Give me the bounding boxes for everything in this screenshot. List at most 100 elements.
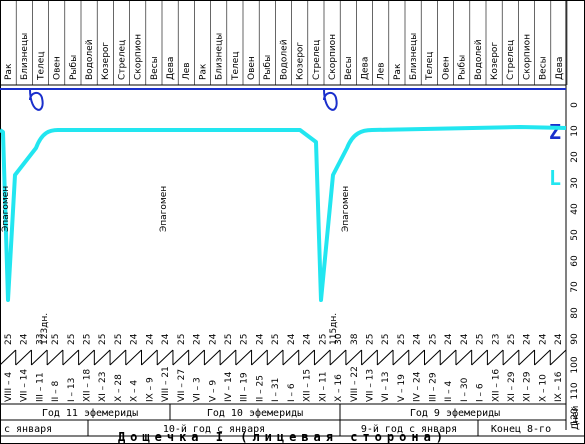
zigzag-stroke: [502, 349, 520, 366]
sign-label: Овен: [441, 56, 451, 80]
sign-label: Козерог: [490, 42, 500, 80]
day-count: 24: [161, 333, 171, 345]
day-count: 25: [381, 334, 391, 345]
sign-label: Лев: [182, 62, 192, 80]
date-label: XII – 18: [82, 369, 92, 402]
sign-label: Телец: [425, 52, 435, 81]
zigzag-stroke: [424, 349, 441, 366]
zigzag-stroke: [93, 349, 111, 366]
footer-caption: Дощечка I (лицевая сторона): [118, 430, 448, 444]
day-count: 38: [350, 333, 360, 345]
date-label: XII – 15: [303, 369, 313, 402]
zodiac-sign-row: Рак Близнецы Телец Овен Рыбы Водолей Козерог Ст…: [4, 33, 565, 81]
day-count: 33: [35, 334, 45, 345]
z-label: Z: [549, 120, 561, 144]
scale-tick: 60: [570, 255, 580, 267]
civil-band-3: 9-й год с января: [361, 423, 457, 435]
zigzag-stroke: [156, 349, 174, 366]
zigzag-stroke: [455, 349, 473, 366]
zigzag-stroke: [31, 349, 48, 366]
date-label: X – 4: [130, 380, 140, 402]
zigzag-stroke: [392, 349, 410, 366]
day-count: 24: [554, 333, 564, 345]
sign-label: Рак: [4, 63, 14, 80]
day-count: 25: [507, 334, 517, 345]
date-label: IV – 14: [224, 371, 234, 402]
date-label: XI – 29: [523, 371, 533, 402]
day-count: 25: [365, 334, 375, 345]
day-count: 24: [193, 333, 203, 345]
day-count: 24: [413, 333, 423, 345]
scale-tick: 120: [570, 408, 580, 425]
date-label: IV – 24: [413, 371, 423, 402]
date-label: IX – 9: [145, 377, 155, 402]
zigzag-stroke: [188, 349, 205, 366]
date-label: II – 4: [444, 380, 454, 402]
date-label: IX – 16: [554, 371, 564, 402]
sign-label: Весы: [539, 56, 549, 80]
day-count: 25: [476, 334, 486, 345]
zigzag-stroke: [549, 349, 567, 366]
day-count: 25: [397, 334, 407, 345]
date-label: III – 29: [428, 372, 438, 402]
day-count: 24: [255, 333, 265, 345]
zigzag-stroke: [439, 349, 457, 366]
zigzag-stroke: [235, 349, 252, 366]
day-count: 25: [271, 334, 281, 345]
zigzag-stroke: [361, 349, 378, 366]
sign-label: Стрелец: [506, 40, 516, 80]
sign-label: Стрелец: [117, 40, 127, 80]
date-label: I – 6: [476, 383, 486, 402]
civil-band-1: с января: [4, 424, 52, 435]
day-count: 25: [67, 334, 77, 345]
days-note-1: 123дн.: [40, 313, 50, 345]
zigzag-stroke: [408, 349, 425, 366]
sign-label: Овен: [247, 56, 257, 80]
sign-label: Водолей: [474, 39, 484, 80]
day-count: 24: [444, 333, 454, 345]
zigzag-stroke: [282, 349, 300, 366]
sign-label: Весы: [150, 56, 160, 80]
sign-label: Близнецы: [215, 33, 225, 80]
date-label: VII – 27: [177, 369, 187, 402]
ephemeris-band-2: Год 10 эфемериды: [207, 407, 303, 419]
scale-tick: 30: [570, 177, 580, 189]
scale-tick: 40: [570, 203, 580, 215]
date-label: I – 6: [287, 383, 297, 402]
sign-label: Скорпион: [134, 34, 144, 80]
sign-label: Рыбы: [458, 55, 468, 80]
scale-tick: 90: [570, 333, 580, 345]
scale-tick: 80: [570, 307, 580, 319]
z-loop-1: [29, 88, 44, 111]
sign-label: Телец: [231, 52, 241, 81]
column-grid: [0, 0, 568, 85]
date-label: II – 8: [51, 380, 61, 402]
date-label: X – 16: [334, 374, 344, 402]
date-label: III – 19: [240, 372, 250, 402]
sign-label: Овен: [53, 56, 63, 80]
sign-label: Скорпион: [328, 34, 338, 80]
day-count: 24: [145, 333, 155, 345]
date-label: I – 31: [271, 378, 281, 402]
sign-label: Рыбы: [69, 55, 79, 80]
civil-band-2: 10-й год с января: [163, 423, 265, 435]
days-note-2: 115дн.: [329, 313, 339, 345]
day-count: 25: [114, 334, 124, 345]
date-label: V – 9: [208, 380, 218, 402]
date-label: VII – 14: [20, 369, 30, 402]
zigzag-stroke: [125, 349, 142, 366]
day-count: 25: [82, 334, 92, 345]
day-count: 30: [334, 333, 344, 345]
zigzag-stroke: [251, 349, 268, 366]
zigzag-stroke: [487, 349, 504, 366]
day-count: 24: [208, 333, 218, 345]
zigzag-stroke: [376, 349, 394, 366]
date-label: XII – 16: [491, 369, 501, 402]
l-curve: [0, 125, 567, 302]
day-count: 24: [20, 333, 30, 345]
zigzag-stroke: [172, 349, 190, 366]
sign-label: Весы: [344, 56, 354, 80]
day-count: 23: [491, 334, 501, 345]
